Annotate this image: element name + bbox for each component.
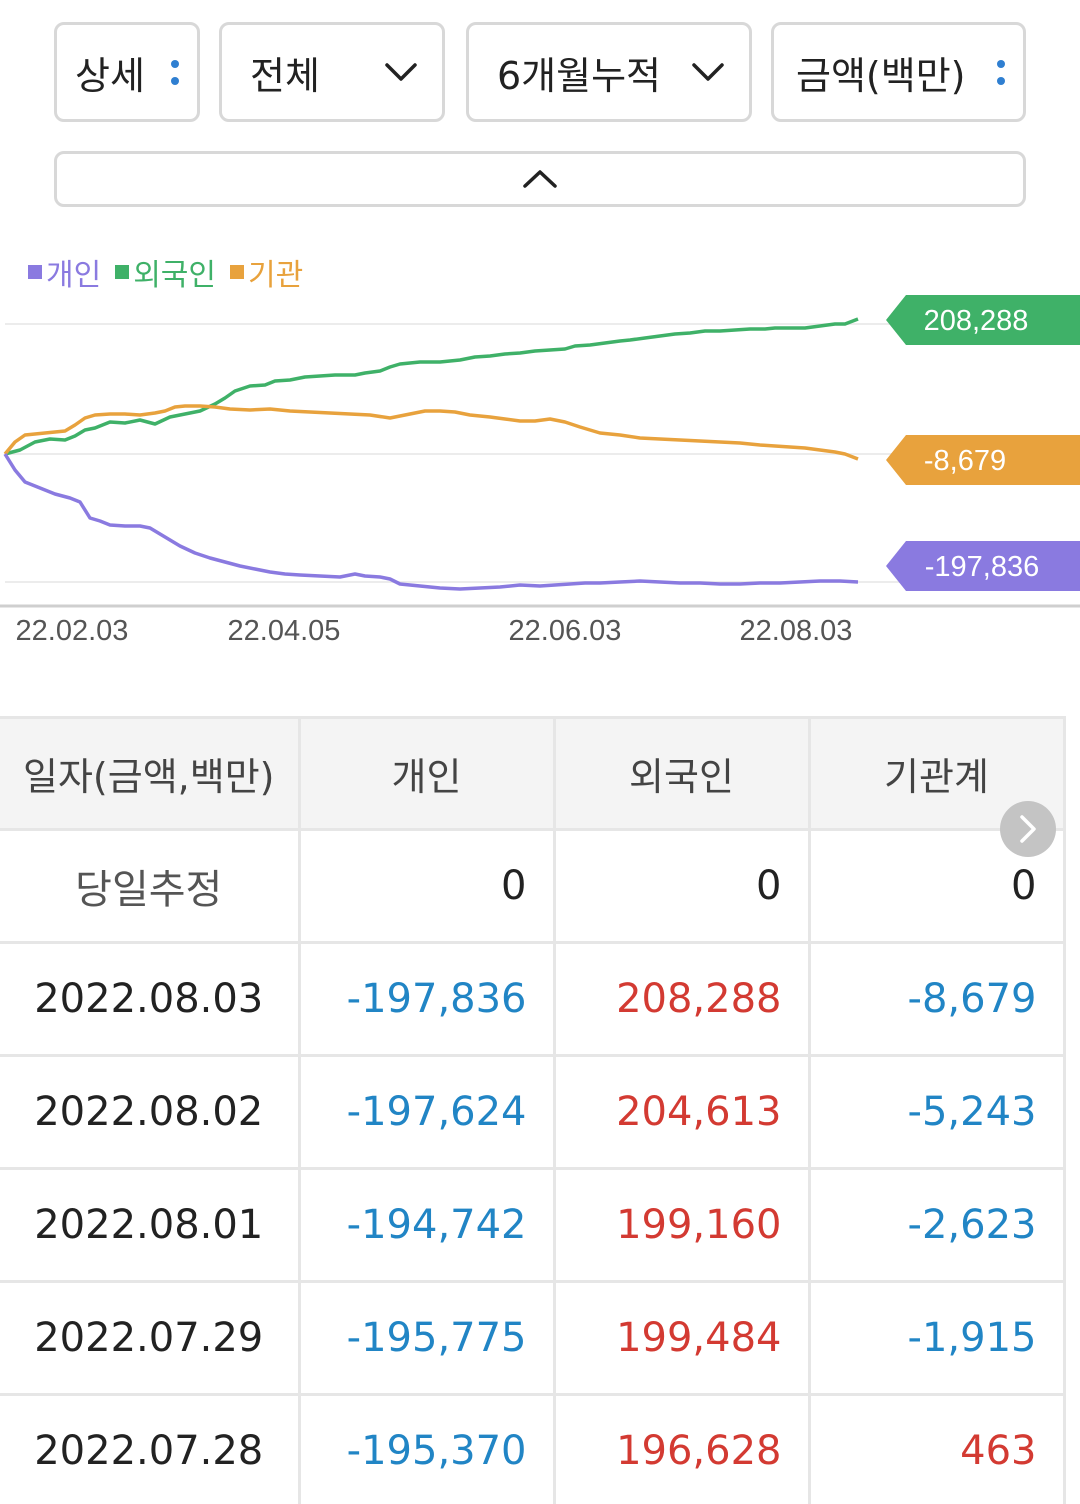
series-line-institution [3, 404, 859, 461]
unit-menu-button[interactable]: 금액(백만) [771, 22, 1026, 122]
table-row: 당일추정 0 0 0 [0, 829, 1066, 944]
row-date: 당일추정 [0, 829, 301, 944]
x-tick-label: 22.02.03 [16, 615, 129, 647]
legend-label: 기관 [248, 258, 304, 293]
row-foreign: 0 [554, 829, 811, 944]
table-row: 2022.07.29 -195,775 199,484 -1,915 [0, 1281, 1066, 1396]
legend-item-foreign: 외국인 [115, 250, 216, 294]
table-header-row: 일자(금액,백만) 개인 외국인 기관계 [0, 716, 1066, 831]
chart-svg: 208,288 -8,679 -197,836 22.02.03 22.04.0… [0, 295, 1080, 647]
row-institution: -5,243 [809, 1055, 1066, 1170]
end-label-foreign-text: 208,288 [924, 305, 1029, 337]
row-foreign: 208,288 [554, 942, 811, 1057]
header-date: 일자(금액,백만) [0, 716, 301, 831]
legend-label: 개인 [46, 258, 102, 293]
detail-label: 상세 [75, 53, 145, 98]
legend-swatch [115, 265, 130, 279]
investor-table: 일자(금액,백만) 개인 외국인 기관계 당일추정 0 0 0 2022.08.03 -1… [0, 716, 1066, 1504]
row-individual: -194,742 [299, 1168, 556, 1283]
chevron-down-icon [385, 63, 417, 81]
legend-item-individual: 개인 [28, 250, 101, 294]
end-label-institution: -8,679 [886, 435, 1080, 485]
period-label: 6개월누적 [497, 53, 662, 98]
row-institution: -8,679 [809, 942, 1066, 1057]
scroll-right-button[interactable] [1000, 801, 1056, 857]
row-individual: 0 [299, 829, 556, 944]
detail-menu-button[interactable]: 상세 [54, 22, 200, 122]
scope-label: 전체 [250, 53, 320, 98]
filter-bar: 상세 전체 6개월누적 금액(백만) [54, 22, 1026, 122]
legend-item-institution: 기관 [230, 250, 303, 294]
row-individual: -195,370 [299, 1394, 556, 1504]
row-foreign: 199,484 [554, 1281, 811, 1396]
row-foreign: 196,628 [554, 1394, 811, 1504]
chart-legend: 개인 외국인 기관 [28, 250, 303, 294]
row-individual: -195,775 [299, 1281, 556, 1396]
chevron-right-icon [1020, 815, 1036, 843]
header-institution: 기관계 [809, 716, 1066, 831]
series-line-foreign [4, 317, 859, 456]
chevron-up-icon [523, 170, 557, 188]
row-institution: -2,623 [809, 1168, 1066, 1283]
unit-label: 금액(백만) [796, 53, 966, 98]
table-row: 2022.07.28 -195,370 196,628 463 [0, 1394, 1066, 1504]
collapse-filters-button[interactable] [54, 151, 1026, 207]
row-date: 2022.08.03 [0, 942, 301, 1057]
row-individual: -197,624 [299, 1055, 556, 1170]
investor-table-container[interactable]: 일자(금액,백만) 개인 외국인 기관계 당일추정 0 0 0 2022.08.03 -1… [0, 716, 1080, 1504]
period-select[interactable]: 6개월누적 [466, 22, 752, 122]
legend-label: 외국인 [133, 258, 217, 293]
row-foreign: 199,160 [554, 1168, 811, 1283]
table-row: 2022.08.01 -194,742 199,160 -2,623 [0, 1168, 1066, 1283]
x-tick-label: 22.04.05 [228, 615, 341, 647]
row-date: 2022.07.29 [0, 1281, 301, 1396]
row-institution: 463 [809, 1394, 1066, 1504]
table-body: 당일추정 0 0 0 2022.08.03 -197,836 208,288 -8,679 20… [0, 829, 1066, 1504]
row-institution: -1,915 [809, 1281, 1066, 1396]
chevron-down-icon [692, 63, 724, 81]
row-date: 2022.08.01 [0, 1168, 301, 1283]
investor-trend-chart: 208,288 -8,679 -197,836 22.02.03 22.04.0… [0, 290, 1080, 660]
table-row: 2022.08.02 -197,624 204,613 -5,243 [0, 1055, 1066, 1170]
row-date: 2022.08.02 [0, 1055, 301, 1170]
header-foreign: 외국인 [554, 716, 811, 831]
end-label-individual: -197,836 [886, 541, 1080, 591]
header-individual: 개인 [299, 716, 556, 831]
vertical-dots-icon [171, 59, 179, 85]
legend-swatch [230, 265, 245, 279]
end-label-individual-text: -197,836 [925, 551, 1040, 583]
table-row: 2022.08.03 -197,836 208,288 -8,679 [0, 942, 1066, 1057]
legend-swatch [28, 265, 42, 279]
end-label-institution-text: -8,679 [924, 445, 1006, 477]
series-line-individual [3, 453, 859, 591]
end-label-foreign: 208,288 [886, 295, 1080, 345]
x-tick-label: 22.08.03 [740, 615, 853, 647]
row-date: 2022.07.28 [0, 1394, 301, 1504]
row-individual: -197,836 [299, 942, 556, 1057]
scope-select[interactable]: 전체 [219, 22, 445, 122]
x-tick-label: 22.06.03 [509, 615, 622, 647]
row-foreign: 204,613 [554, 1055, 811, 1170]
vertical-dots-icon [997, 59, 1005, 85]
